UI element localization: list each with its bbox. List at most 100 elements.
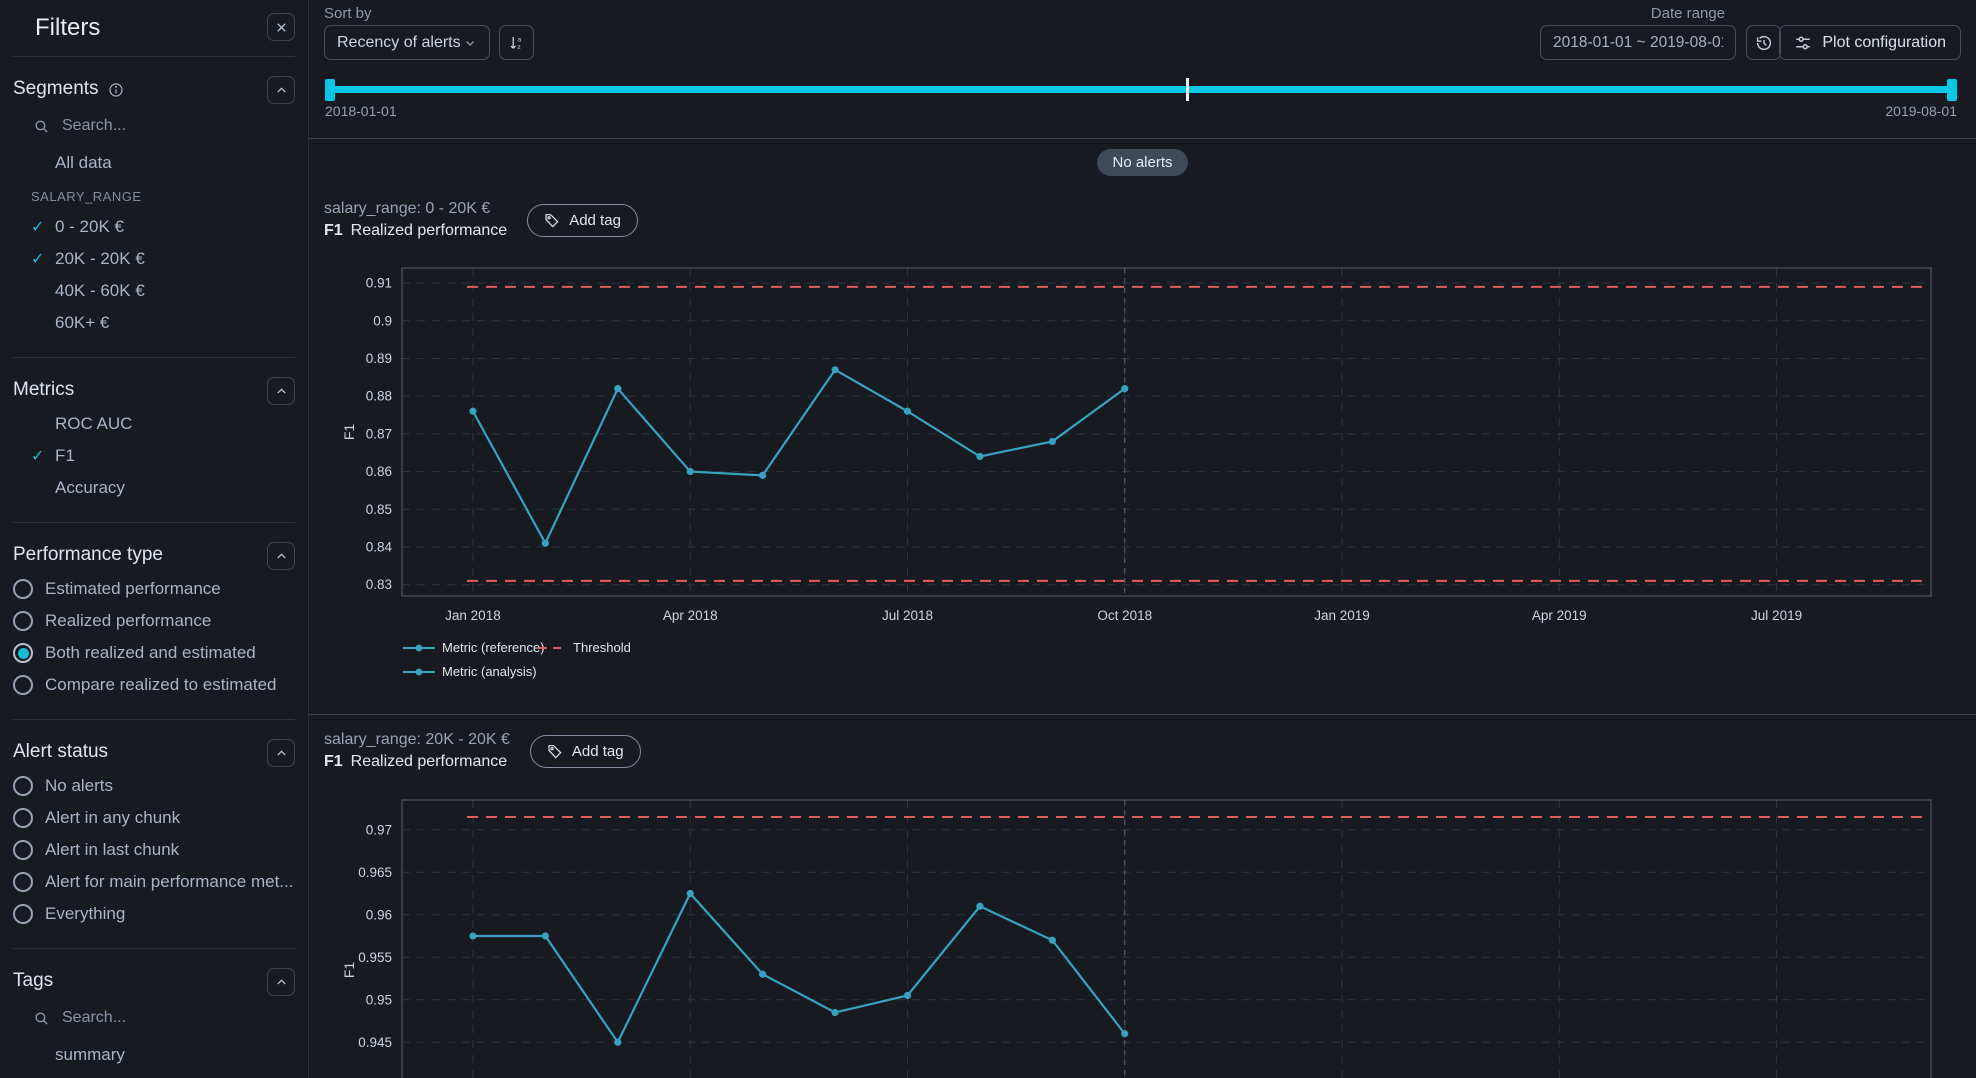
svg-text:0.955: 0.955 (358, 950, 392, 965)
radio-icon (13, 840, 33, 860)
plot-configuration-button[interactable]: Plot configuration (1779, 25, 1961, 60)
divider (309, 714, 1976, 715)
tag-item[interactable]: summary (0, 1037, 308, 1073)
segments-list: ✓0 - 20K €✓20K - 20K €40K - 60K €60K+ € (0, 211, 308, 339)
reset-date-range-button[interactable] (1746, 25, 1781, 60)
segment-option[interactable]: 40K - 60K € (0, 275, 308, 307)
plot-configuration-label: Plot configuration (1822, 34, 1946, 52)
sort-by-select[interactable]: Recency of alerts (324, 25, 490, 60)
segment-option[interactable]: ✓20K - 20K € (0, 243, 308, 275)
alert-status-collapse-button[interactable] (267, 739, 295, 767)
metric-option[interactable]: ROC AUC (0, 408, 308, 440)
slider-split-tick (1186, 78, 1189, 101)
chart-2-header: salary_range: 20K - 20K € F1Realized per… (324, 731, 641, 771)
chart-2-canvas: 0.970.9650.960.9550.950.945Jan 2018Apr 2… (315, 785, 1955, 1078)
check-icon: ✓ (31, 249, 55, 269)
radio-icon (13, 808, 33, 828)
svg-text:0.87: 0.87 (366, 426, 392, 441)
performance-type-option-label: Realized performance (45, 611, 211, 631)
performance-type-option[interactable]: Estimated performance (0, 573, 308, 605)
date-range-input[interactable] (1540, 25, 1736, 60)
svg-text:z: z (517, 44, 521, 51)
sort-order-button[interactable]: az (499, 25, 534, 60)
search-icon (33, 1010, 50, 1027)
alert-status-option-label: Alert in any chunk (45, 808, 180, 828)
info-icon (108, 82, 124, 98)
svg-text:Apr 2018: Apr 2018 (663, 608, 718, 623)
metric-option[interactable]: Accuracy (0, 472, 308, 504)
segment-option-label: 20K - 20K € (55, 249, 145, 269)
chevron-up-icon (274, 83, 289, 98)
svg-text:0.97: 0.97 (366, 822, 392, 837)
history-icon (1755, 34, 1773, 52)
chart-2-title: F1Realized performance (324, 753, 510, 771)
alert-status-option[interactable]: Alert in last chunk (0, 834, 308, 866)
add-tag-button[interactable]: Add tag (530, 735, 641, 768)
tag-icon (544, 212, 560, 228)
date-range-slider[interactable] (325, 78, 1957, 102)
add-tag-button[interactable]: Add tag (527, 204, 638, 237)
performance-type-options: Estimated performance Realized performanc… (0, 573, 308, 701)
performance-type-option-label: Estimated performance (45, 579, 221, 599)
segment-option-label: 60K+ € (55, 313, 109, 333)
svg-text:0.89: 0.89 (366, 351, 392, 366)
slider-handle-left[interactable] (325, 79, 335, 101)
segments-section: Segments All data SALARY_RANGE ✓0 - 20K … (0, 57, 308, 357)
metric-option-label: F1 (55, 446, 75, 466)
metrics-collapse-button[interactable] (267, 377, 295, 405)
segment-option[interactable]: 60K+ € (0, 307, 308, 339)
svg-text:0.83: 0.83 (366, 577, 392, 592)
radio-icon (13, 643, 33, 663)
alert-status-option[interactable]: Alert for main performance met... (0, 866, 308, 898)
tags-search-input[interactable] (60, 1008, 244, 1028)
chart-1-header: salary_range: 0 - 20K € F1Realized perfo… (324, 200, 638, 240)
svg-text:0.965: 0.965 (358, 865, 392, 880)
svg-text:Jul 2018: Jul 2018 (882, 608, 933, 623)
metric-option-label: Accuracy (55, 478, 125, 498)
alert-status-option-label: Alert for main performance met... (45, 872, 293, 892)
chart-1-segment-label: salary_range: 0 - 20K € (324, 200, 507, 218)
svg-text:0.945: 0.945 (358, 1035, 392, 1050)
slider-start-date: 2018-01-01 (325, 103, 397, 119)
performance-type-option-label: Compare realized to estimated (45, 675, 277, 695)
svg-text:0.84: 0.84 (366, 539, 393, 554)
svg-text:Jan 2019: Jan 2019 (1314, 608, 1370, 623)
slider-handle-right[interactable] (1947, 79, 1957, 101)
performance-type-option[interactable]: Compare realized to estimated (0, 669, 308, 701)
alert-status-section: Alert status No alerts Alert in any chunk… (0, 720, 308, 948)
sort-by-label: Sort by (324, 5, 372, 22)
metric-option[interactable]: ✓F1 (0, 440, 308, 472)
svg-text:0.96: 0.96 (366, 907, 392, 922)
slider-end-date: 2019-08-01 (1885, 103, 1957, 119)
alert-status-option-label: Alert in last chunk (45, 840, 179, 860)
segments-search-input[interactable] (60, 116, 244, 136)
alert-status-option[interactable]: Alert in any chunk (0, 802, 308, 834)
svg-text:Threshold: Threshold (573, 640, 631, 655)
svg-text:Oct 2018: Oct 2018 (1097, 608, 1152, 623)
chevron-up-icon (274, 746, 289, 761)
tags-collapse-button[interactable] (267, 968, 295, 996)
svg-text:F1: F1 (341, 424, 357, 441)
check-icon: ✓ (31, 446, 55, 466)
performance-type-title: Performance type (13, 544, 163, 566)
metrics-list: ROC AUC✓F1Accuracy (0, 408, 308, 504)
alert-status-title: Alert status (13, 741, 108, 763)
alert-status-option[interactable]: No alerts (0, 770, 308, 802)
segment-option-label: 0 - 20K € (55, 217, 124, 237)
performance-type-collapse-button[interactable] (267, 542, 295, 570)
close-sidebar-button[interactable] (267, 13, 295, 41)
chevron-up-icon (274, 549, 289, 564)
radio-icon (13, 904, 33, 924)
svg-text:0.95: 0.95 (366, 992, 392, 1007)
tags-list: summary (0, 1037, 308, 1073)
segment-option[interactable]: ✓0 - 20K € (0, 211, 308, 243)
svg-text:0.85: 0.85 (366, 502, 392, 517)
performance-type-option[interactable]: Realized performance (0, 605, 308, 637)
slider-track[interactable] (325, 86, 1957, 93)
performance-type-option[interactable]: Both realized and estimated (0, 637, 308, 669)
alert-status-option[interactable]: Everything (0, 898, 308, 930)
svg-text:0.86: 0.86 (366, 464, 392, 479)
segments-collapse-button[interactable] (267, 76, 295, 104)
segment-all-data[interactable]: All data (0, 145, 308, 181)
svg-text:F1: F1 (341, 962, 357, 979)
